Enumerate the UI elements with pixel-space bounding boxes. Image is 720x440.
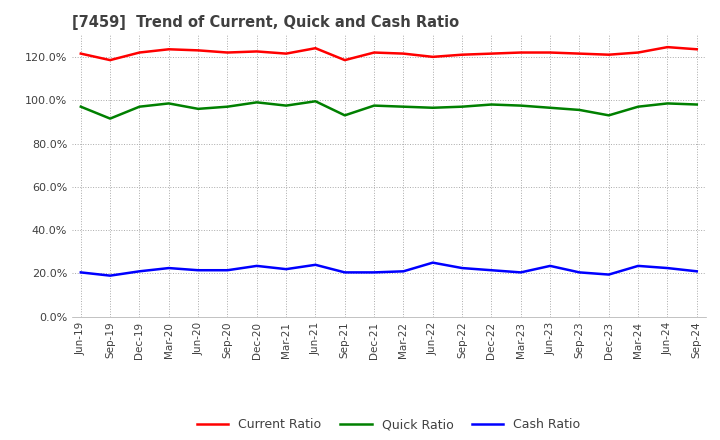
- Quick Ratio: [76, 104, 85, 109]
- Cash Ratio: [605, 272, 613, 277]
- Cash Ratio: [634, 263, 642, 268]
- Cash Ratio: [428, 260, 437, 265]
- Quick Ratio: [135, 104, 144, 109]
- Current Ratio: [135, 50, 144, 55]
- Current Ratio: [253, 49, 261, 54]
- Quick Ratio: [428, 105, 437, 110]
- Cash Ratio: [370, 270, 379, 275]
- Quick Ratio: [253, 100, 261, 105]
- Cash Ratio: [135, 269, 144, 274]
- Quick Ratio: [487, 102, 496, 107]
- Cash Ratio: [164, 265, 173, 271]
- Quick Ratio: [458, 104, 467, 109]
- Line: Quick Ratio: Quick Ratio: [81, 101, 697, 119]
- Cash Ratio: [282, 267, 290, 272]
- Current Ratio: [76, 51, 85, 56]
- Cash Ratio: [194, 268, 202, 273]
- Cash Ratio: [311, 262, 320, 268]
- Current Ratio: [634, 50, 642, 55]
- Current Ratio: [282, 51, 290, 56]
- Quick Ratio: [370, 103, 379, 108]
- Current Ratio: [341, 58, 349, 63]
- Line: Cash Ratio: Cash Ratio: [81, 263, 697, 275]
- Quick Ratio: [663, 101, 672, 106]
- Quick Ratio: [341, 113, 349, 118]
- Text: [7459]  Trend of Current, Quick and Cash Ratio: [7459] Trend of Current, Quick and Cash …: [72, 15, 459, 30]
- Current Ratio: [194, 48, 202, 53]
- Quick Ratio: [194, 106, 202, 111]
- Cash Ratio: [575, 270, 584, 275]
- Cash Ratio: [487, 268, 496, 273]
- Quick Ratio: [634, 104, 642, 109]
- Cash Ratio: [223, 268, 232, 273]
- Cash Ratio: [253, 263, 261, 268]
- Current Ratio: [399, 51, 408, 56]
- Quick Ratio: [399, 104, 408, 109]
- Cash Ratio: [106, 273, 114, 278]
- Cash Ratio: [76, 270, 85, 275]
- Cash Ratio: [663, 265, 672, 271]
- Quick Ratio: [605, 113, 613, 118]
- Cash Ratio: [546, 263, 554, 268]
- Quick Ratio: [223, 104, 232, 109]
- Current Ratio: [605, 52, 613, 57]
- Current Ratio: [370, 50, 379, 55]
- Current Ratio: [546, 50, 554, 55]
- Line: Current Ratio: Current Ratio: [81, 47, 697, 60]
- Current Ratio: [223, 50, 232, 55]
- Current Ratio: [575, 51, 584, 56]
- Cash Ratio: [693, 269, 701, 274]
- Current Ratio: [311, 46, 320, 51]
- Quick Ratio: [106, 116, 114, 121]
- Quick Ratio: [693, 102, 701, 107]
- Quick Ratio: [164, 101, 173, 106]
- Quick Ratio: [311, 99, 320, 104]
- Current Ratio: [663, 44, 672, 50]
- Current Ratio: [458, 52, 467, 57]
- Quick Ratio: [575, 107, 584, 113]
- Current Ratio: [516, 50, 525, 55]
- Quick Ratio: [516, 103, 525, 108]
- Current Ratio: [164, 47, 173, 52]
- Current Ratio: [106, 58, 114, 63]
- Cash Ratio: [341, 270, 349, 275]
- Quick Ratio: [546, 105, 554, 110]
- Cash Ratio: [458, 265, 467, 271]
- Quick Ratio: [282, 103, 290, 108]
- Current Ratio: [487, 51, 496, 56]
- Legend: Current Ratio, Quick Ratio, Cash Ratio: Current Ratio, Quick Ratio, Cash Ratio: [192, 413, 585, 436]
- Current Ratio: [693, 47, 701, 52]
- Cash Ratio: [516, 270, 525, 275]
- Cash Ratio: [399, 269, 408, 274]
- Current Ratio: [428, 54, 437, 59]
